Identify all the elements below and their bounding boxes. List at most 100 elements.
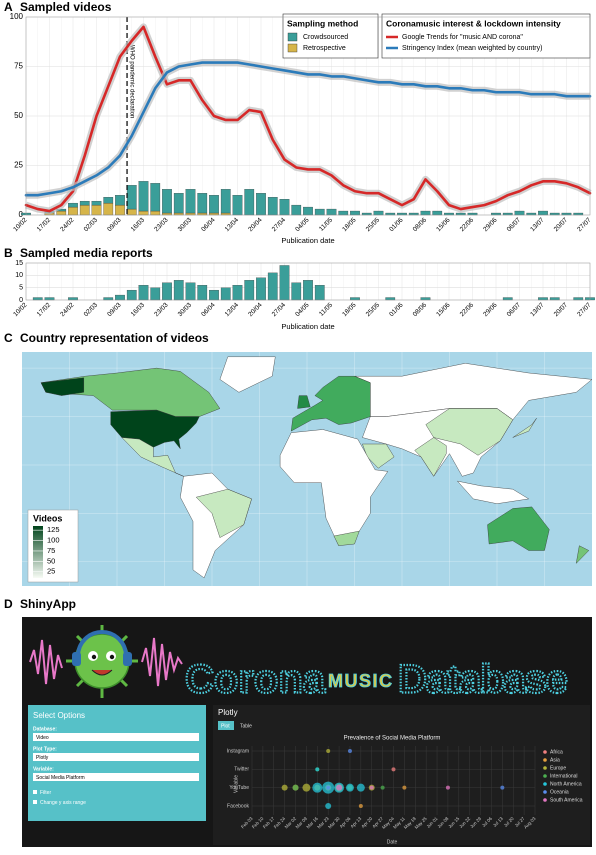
panel-title: ShinyApp <box>20 597 76 611</box>
bar <box>420 297 431 301</box>
checkbox[interactable] <box>33 790 37 794</box>
bar <box>103 297 114 301</box>
bar <box>91 200 102 206</box>
line <box>24 25 592 213</box>
tab-label: Plot <box>221 723 230 729</box>
y-tick-label: 0 <box>19 210 24 219</box>
x-tick-label: 09/03 <box>106 216 123 233</box>
country <box>425 408 514 456</box>
plot-frame <box>25 16 591 216</box>
panel-label: A <box>4 0 13 14</box>
bar <box>138 210 149 216</box>
x-tick-label: 13/07 <box>529 301 546 318</box>
x-tick-label: 22/06 <box>459 301 476 318</box>
bar <box>44 297 55 301</box>
panel-label: C <box>4 331 13 345</box>
field-label: Database: <box>33 726 57 732</box>
x-tick-label: 08/06 <box>412 301 429 318</box>
country <box>512 418 537 438</box>
bar <box>68 206 78 216</box>
field-label: Plot Type: <box>33 746 57 752</box>
tab-label[interactable]: Table <box>240 723 252 729</box>
sound-wave <box>141 637 183 687</box>
tab[interactable] <box>218 721 234 730</box>
plot-title: Prevalence of Social Media Platform <box>344 736 441 742</box>
x-tick-label: 27/07 <box>576 301 593 318</box>
legend-title: Coronamusic interest & lockdown intensit… <box>386 18 561 28</box>
bar <box>350 210 360 216</box>
x-tick-label: 30/03 <box>177 301 194 318</box>
select-box[interactable] <box>33 773 199 781</box>
x-tick-label: 11/05 <box>318 301 334 317</box>
colorbar-label: 50 <box>47 556 55 565</box>
legend-swatch <box>543 750 547 754</box>
bar <box>385 212 396 216</box>
y-tick-label: 75 <box>14 62 23 71</box>
x-tick-label: 06/07 <box>506 301 523 318</box>
bar <box>244 280 255 301</box>
scatter-point <box>369 785 374 790</box>
bar <box>185 212 196 216</box>
colorbar-label: 125 <box>47 525 60 534</box>
checkbox-label: Filter <box>40 790 51 796</box>
annotation: WHO pandemic declaration <box>128 45 134 118</box>
select-box[interactable] <box>33 753 199 761</box>
x-tick-label: 25/05 <box>365 216 382 233</box>
bar <box>314 208 325 216</box>
scatter-point <box>347 749 352 753</box>
select-box[interactable] <box>33 733 199 741</box>
bar <box>173 193 184 214</box>
sound-wave <box>29 639 63 685</box>
legend-label: Asia <box>550 757 560 763</box>
bar <box>115 195 125 206</box>
bar <box>162 189 172 214</box>
bar <box>209 195 219 214</box>
x-tick-label: 08/06 <box>412 216 429 233</box>
x-tick-label: 27/04 <box>271 216 288 233</box>
x-tick-label: 02/03 <box>83 216 100 233</box>
bar <box>220 189 231 214</box>
field-label: Variable: <box>33 766 54 772</box>
x-tick-label: 20/04 <box>247 216 264 233</box>
banner-text: Database <box>398 658 568 702</box>
bar <box>455 212 466 216</box>
bar <box>162 282 172 301</box>
country <box>290 376 371 432</box>
x-tick-label: 01/06 <box>388 301 405 318</box>
panel-title: Country representation of videos <box>20 331 209 345</box>
bar <box>162 212 172 216</box>
scatter-point <box>391 767 396 772</box>
checkbox-label: Change y axis range <box>40 800 86 806</box>
legend-swatch <box>287 32 298 42</box>
legend-label: Europe <box>550 765 566 771</box>
bar <box>279 265 290 301</box>
checkbox[interactable] <box>33 800 37 804</box>
legend-label: Retrospective <box>303 45 346 52</box>
bar <box>538 210 548 216</box>
bar <box>267 197 278 216</box>
scatter-point <box>345 783 354 792</box>
bar <box>115 294 125 301</box>
x-tick-label: 04/05 <box>294 301 311 318</box>
x-axis-title: Date <box>387 839 398 845</box>
scatter-point <box>356 783 365 792</box>
x-tick-label: 23/03 <box>153 301 170 318</box>
country <box>456 480 530 504</box>
country <box>333 530 360 546</box>
bar <box>232 285 243 301</box>
x-tick-label: 30/03 <box>177 216 194 233</box>
bar <box>68 202 78 208</box>
scatter-point <box>358 804 363 808</box>
legend-label: South America <box>550 797 583 803</box>
bar <box>561 212 572 216</box>
panel-title: Sampled media reports <box>20 246 153 260</box>
y-tick-label: 100 <box>10 12 24 21</box>
country <box>195 488 252 538</box>
bar <box>467 212 478 216</box>
x-tick-label: 18/05 <box>341 216 358 233</box>
bar <box>397 212 407 216</box>
x-tick-label: 25/05 <box>365 301 382 318</box>
x-tick-label: 09/03 <box>106 301 123 318</box>
chart-b: 10/02 17/02 24/02 02/03 09/03 16/03 23/03 30/03… <box>12 260 595 331</box>
